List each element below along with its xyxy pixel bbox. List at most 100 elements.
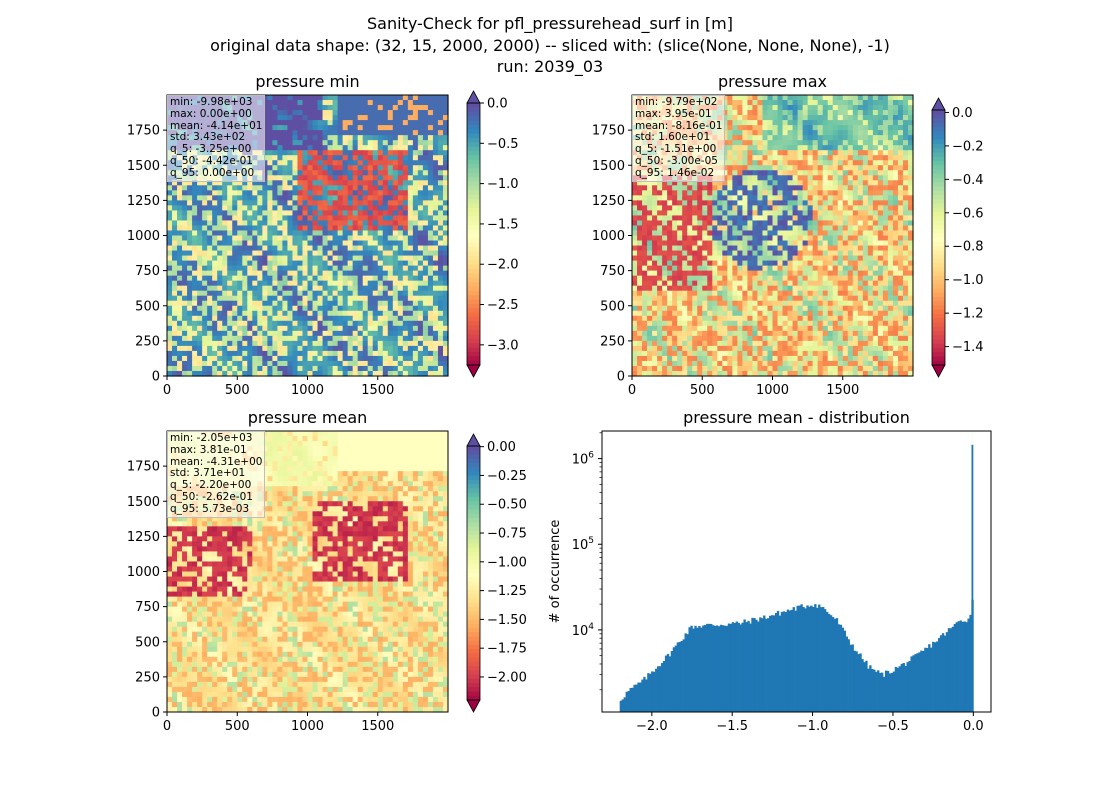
- heatmap-cell: [222, 305, 228, 312]
- heatmap-cell: [822, 210, 829, 217]
- heatmap-cell: [432, 290, 439, 297]
- heatmap-cell: [437, 355, 444, 362]
- heatmap-cell: [242, 305, 248, 312]
- heatmap-cell: [877, 215, 884, 222]
- heatmap-cell: [397, 180, 404, 186]
- heatmap-cell: [652, 230, 658, 237]
- heatmap-cell: [257, 270, 263, 277]
- heatmap-cell: [872, 105, 879, 111]
- heatmap-cell: [402, 330, 409, 337]
- heatmap-cell: [392, 350, 399, 357]
- heatmap-cell: [412, 145, 419, 151]
- heatmap-cell: [752, 180, 759, 186]
- heatmap-cell: [752, 175, 759, 181]
- heatmap-cell: [397, 330, 404, 337]
- heatmap-cell: [847, 225, 854, 232]
- heatmap-cell: [887, 100, 894, 106]
- heatmap-cell: [212, 345, 218, 352]
- heatmap-cell: [767, 130, 774, 136]
- heatmap-cell: [402, 305, 409, 312]
- heatmap-cell: [437, 125, 444, 131]
- heatmap-cell: [422, 345, 429, 352]
- heatmap-cell: [762, 140, 769, 146]
- heatmap-cell: [282, 360, 289, 367]
- heatmap-cell: [362, 360, 369, 367]
- colorbar-segment: [467, 103, 480, 108]
- heatmap-cell: [432, 270, 439, 277]
- heatmap-cell: [187, 235, 193, 242]
- heatmap-cell: [302, 260, 309, 267]
- heatmap-cell: [682, 185, 688, 191]
- heatmap-cell: [752, 130, 759, 136]
- heatmap-cell: [222, 235, 228, 242]
- heatmap-cell: [427, 170, 434, 176]
- heatmap-cell: [307, 285, 314, 292]
- heatmap-cell: [247, 260, 253, 267]
- heatmap-cell: [887, 145, 894, 151]
- heatmap-cell: [307, 200, 314, 206]
- heatmap-cell: [417, 115, 424, 121]
- heatmap-cell: [782, 235, 789, 242]
- heatmap-cell: [442, 245, 449, 252]
- heatmap-cell: [647, 250, 653, 257]
- heatmap-cell: [252, 330, 258, 337]
- heatmap-cell: [172, 210, 178, 217]
- heatmap-cell: [272, 125, 278, 131]
- heatmap-cell: [302, 95, 309, 101]
- heatmap-cell: [642, 225, 648, 232]
- heatmap-cell: [752, 100, 759, 106]
- heatmap-cell: [297, 215, 304, 222]
- heatmap-cell: [852, 160, 859, 166]
- heatmap-cell: [317, 190, 324, 196]
- heatmap-cell: [842, 235, 849, 242]
- panel-title-distribution: pressure mean - distribution: [683, 408, 910, 427]
- heatmap-cell: [412, 180, 419, 186]
- heatmap-cell: [437, 100, 444, 106]
- heatmap-cell: [282, 180, 289, 186]
- colorbar-segment: [467, 290, 480, 296]
- heatmap-cell: [632, 200, 638, 206]
- heatmap-cell: [302, 290, 309, 297]
- colorbar-segment: [467, 308, 480, 314]
- heatmap-cell: [272, 160, 278, 166]
- heatmap-cell: [817, 210, 824, 217]
- heatmap-cell: [392, 95, 399, 101]
- heatmap-cell: [277, 245, 284, 252]
- heatmap-cell: [377, 225, 384, 232]
- colorbar-segment: [467, 330, 480, 336]
- heatmap-cell: [882, 120, 889, 126]
- heatmap-cell: [347, 150, 354, 156]
- heatmap-cell: [777, 160, 784, 166]
- heatmap-cell: [237, 270, 243, 277]
- heatmap-cell: [322, 165, 329, 171]
- heatmap-cell: [372, 120, 379, 126]
- heatmap-cell: [392, 325, 399, 332]
- heatmap-cell: [687, 190, 693, 196]
- heatmap-cell: [702, 210, 708, 217]
- heatmap-cell: [762, 170, 769, 176]
- heatmap-cell: [847, 235, 854, 242]
- heatmap-cell: [882, 95, 889, 101]
- heatmap-cell: [417, 145, 424, 151]
- heatmap-cell: [742, 180, 749, 186]
- heatmap-cell: [412, 120, 419, 126]
- heatmap-cell: [427, 280, 434, 287]
- heatmap-cell: [377, 215, 384, 222]
- heatmap-cell: [302, 270, 309, 277]
- heatmap-cell: [347, 200, 354, 206]
- heatmap-cell: [807, 110, 814, 116]
- heatmap-cell: [307, 360, 314, 367]
- heatmap-cell: [757, 245, 764, 252]
- heatmap-cell: [807, 155, 814, 161]
- heatmap-cell: [812, 110, 819, 116]
- heatmap-cell: [797, 120, 804, 126]
- colorbar-segment: [467, 295, 480, 301]
- heatmap-cell: [772, 190, 779, 196]
- heatmap-cell: [292, 355, 299, 362]
- heatmap-cell: [397, 205, 404, 212]
- heatmap-cell: [312, 210, 319, 217]
- heatmap-cell: [897, 135, 904, 141]
- heatmap-cell: [302, 305, 309, 312]
- heatmap-cell: [677, 235, 683, 242]
- heatmap-cell: [197, 215, 203, 222]
